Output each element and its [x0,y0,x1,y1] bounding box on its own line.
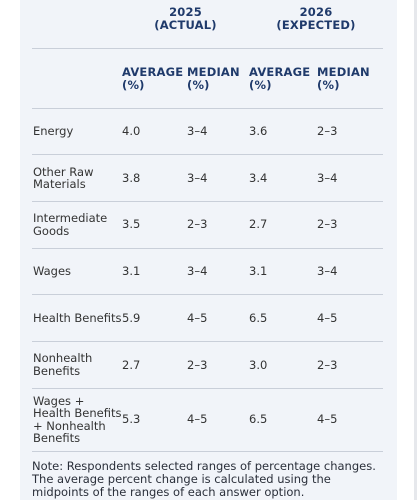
col-average-2026-label: AVERAGE [249,64,311,79]
col-average-2026: AVERAGE (%) [249,48,318,109]
col-median-2026: MEDIAN (%) [317,48,384,109]
median-2026-cell: 3–4 [317,248,384,296]
col-median-2026-label: MEDIAN [317,64,370,79]
average-2026-cell: 6.5 [249,388,318,452]
median-2025-cell: 3–4 [187,154,250,202]
average-2026-cell: 3.6 [249,108,318,156]
table-row: Wages 3.1 3–4 3.1 3–4 [32,248,384,296]
average-2025-cell: 5.9 [122,294,187,342]
average-2026-cell: 3.1 [249,248,318,296]
table-row: Wages + Health Benefits + Nonhealth Bene… [32,388,384,452]
year-2025-sublabel: (ACTUAL) [154,18,217,32]
col-average-2025-unit: (%) [122,77,145,92]
col-median-2025-unit: (%) [187,77,210,92]
median-2026-cell: 2–3 [317,201,384,249]
median-2026-cell: 4–5 [317,388,384,452]
col-average-2025-label: AVERAGE [122,64,184,79]
median-2025-cell: 2–3 [187,341,250,389]
average-2025-cell: 4.0 [122,108,187,156]
average-2026-cell: 3.4 [249,154,318,202]
row-label: Nonhealth Benefits [32,341,122,389]
year-2026-sublabel: (EXPECTED) [276,18,356,32]
year-2025-label: 2025 [169,5,202,19]
average-2026-cell: 3.0 [249,341,318,389]
row-label: Health Benefits [32,294,122,342]
table-row: Nonhealth Benefits 2.7 2–3 3.0 2–3 [32,341,384,389]
year-2026-header: 2026 (EXPECTED) [249,0,384,49]
table-note: Note: Respondents selected ranges of per… [32,458,376,499]
note-row: Note: Respondents selected ranges of per… [32,451,383,499]
table-row: Health Benefits 5.9 4–5 6.5 4–5 [32,294,384,342]
average-2025-cell: 3.1 [122,248,187,296]
col-median-2025-label: MEDIAN [187,64,240,79]
average-2025-cell: 3.8 [122,154,187,202]
average-2025-cell: 2.7 [122,341,187,389]
year-header-row: 2025 (ACTUAL) 2026 (EXPECTED) [32,0,384,49]
row-label: Other Raw Materials [32,154,122,202]
median-2025-cell: 3–4 [187,108,250,156]
col-median-2025: MEDIAN (%) [187,48,250,109]
average-2025-cell: 5.3 [122,388,187,452]
average-2026-cell: 2.7 [249,201,318,249]
col-average-2025: AVERAGE (%) [122,48,187,109]
median-2025-cell: 3–4 [187,248,250,296]
empty-label-header [32,48,122,109]
median-2025-cell: 2–3 [187,201,250,249]
year-2025-header: 2025 (ACTUAL) [122,0,250,49]
col-average-2026-unit: (%) [249,77,272,92]
table-row: Other Raw Materials 3.8 3–4 3.4 3–4 [32,154,384,202]
row-label: Wages + Health Benefits + Nonhealth Bene… [32,388,122,452]
median-2025-cell: 4–5 [187,294,250,342]
empty-corner-cell [32,0,122,49]
col-median-2026-unit: (%) [317,77,340,92]
average-2025-cell: 3.5 [122,201,187,249]
average-2026-cell: 6.5 [249,294,318,342]
row-label: Intermediate Goods [32,201,122,249]
median-2026-cell: 4–5 [317,294,384,342]
row-label: Wages [32,248,122,296]
median-2026-cell: 2–3 [317,341,384,389]
median-2026-cell: 2–3 [317,108,384,156]
price-change-table: 2025 (ACTUAL) 2026 (EXPECTED) AVERAGE (%… [32,0,384,499]
column-header-row: AVERAGE (%) MEDIAN (%) AVERAGE (%) MEDIA… [32,48,384,109]
scrollbar-track[interactable] [414,0,417,500]
table-row: Intermediate Goods 3.5 2–3 2.7 2–3 [32,201,384,249]
row-label: Energy [32,108,122,156]
median-2026-cell: 3–4 [317,154,384,202]
median-2025-cell: 4–5 [187,388,250,452]
table-row: Energy 4.0 3–4 3.6 2–3 [32,108,384,156]
year-2026-label: 2026 [299,5,333,19]
